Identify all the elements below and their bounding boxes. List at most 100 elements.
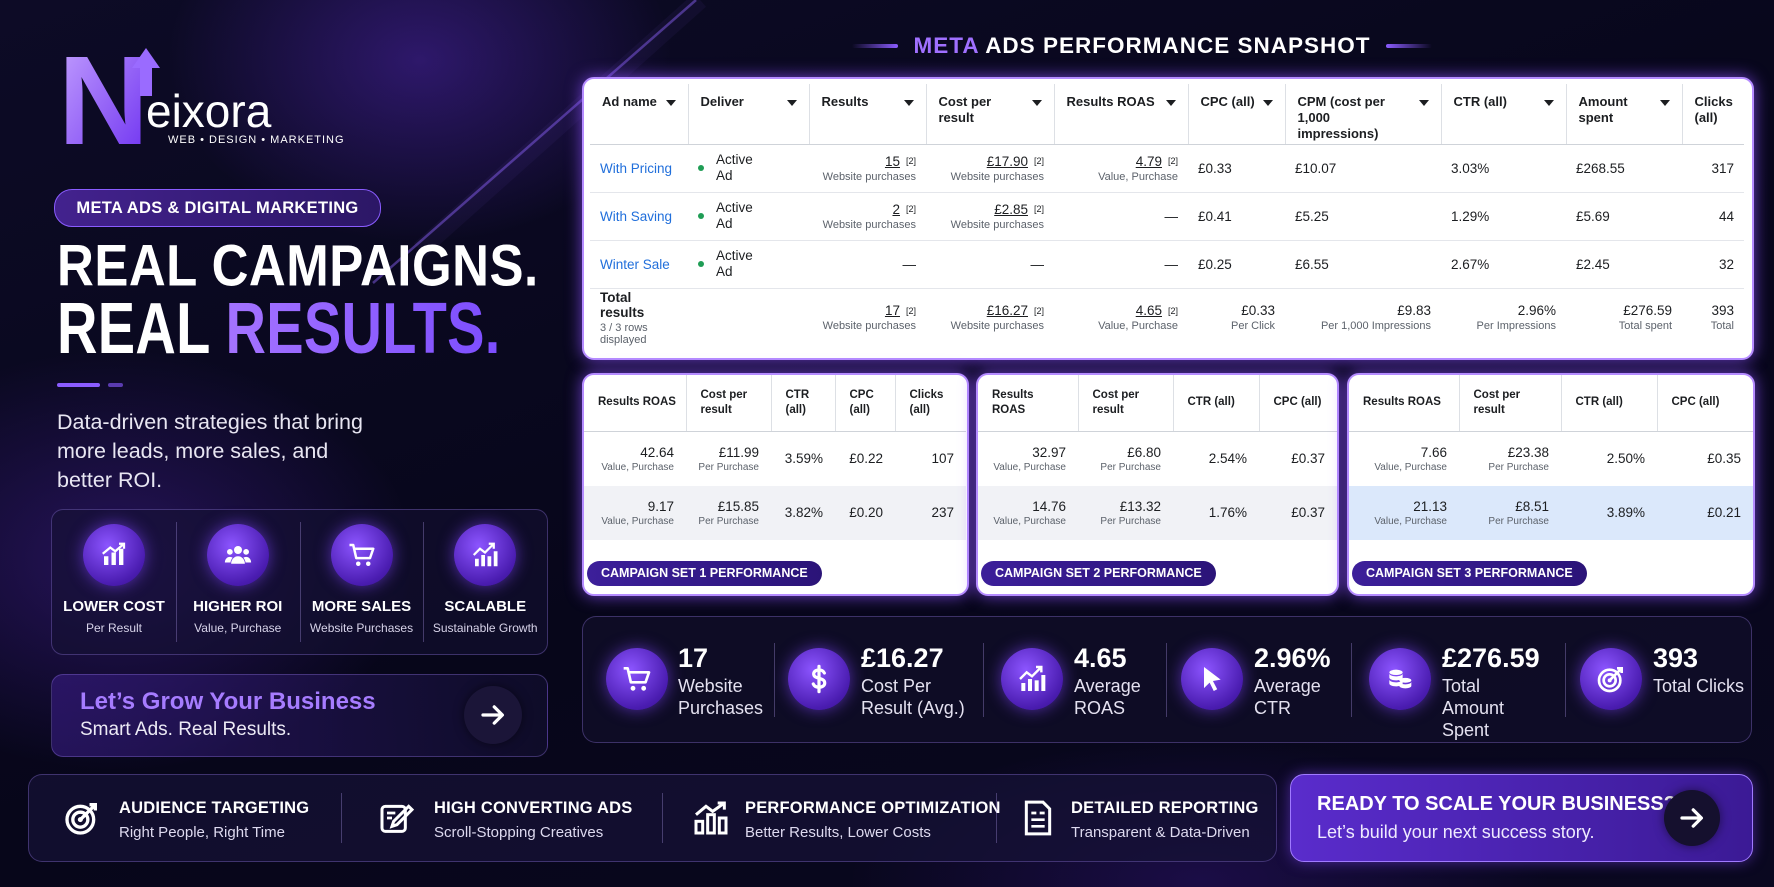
cta-button[interactable] <box>464 686 522 744</box>
table-cell: 21.13 Value, Purchase <box>1349 485 1459 540</box>
cell-text: 44 <box>1718 208 1734 224</box>
table-cell: £5.69 <box>1566 192 1682 241</box>
service-title: DETAILED REPORTING <box>1071 799 1259 817</box>
benefit: LOWER COST Per Result <box>52 510 176 654</box>
intro-text: Data-driven strategies that bring more l… <box>57 410 363 492</box>
cell-text: — <box>902 256 917 272</box>
cell-text: 1.76% <box>1208 505 1247 520</box>
cell-value: Active Ad <box>716 200 753 231</box>
kpi-label: Total Amount Spent <box>1442 676 1505 740</box>
table-cell: 3.03% <box>1441 144 1566 193</box>
cell-sub: Website purchases <box>950 320 1044 332</box>
cell-main: 42.64 <box>640 445 674 460</box>
badge: META ADS & DIGITAL MARKETING <box>54 189 381 227</box>
table-cell: — <box>1054 192 1188 241</box>
cell-sub: Per Click <box>1230 320 1275 332</box>
cta-button[interactable] <box>1664 790 1720 846</box>
underline-bar <box>108 383 123 387</box>
cell-text: 3.03% <box>1451 160 1490 176</box>
cell-text: — <box>1164 208 1179 224</box>
cell-value: 2.96% <box>1517 303 1556 318</box>
service-icon <box>691 798 731 838</box>
icon-shape <box>494 551 498 567</box>
benefit-subtitle: Per Result <box>85 621 143 635</box>
cell-sub: Value, Purchase <box>1374 515 1447 527</box>
icon-shape <box>1597 668 1622 693</box>
table-cell: £0.37 <box>1259 431 1337 486</box>
benefits-panel: LOWER COST Per Result HIGHER ROI Value, Pur… <box>51 509 548 655</box>
icon-shape <box>1608 667 1623 682</box>
table-cell: 4.79 [2] Value, Purchase <box>1054 144 1188 193</box>
cta-subtitle: Let’s build your next success story. <box>1317 822 1595 842</box>
cell-note: [2] <box>1033 204 1044 214</box>
icon-shape <box>641 685 647 691</box>
sort-icon <box>1418 100 1429 106</box>
table-cell: 2.54% <box>1173 431 1259 486</box>
icon-shape <box>380 804 407 833</box>
cell-main: £17.90 [2] <box>987 154 1044 169</box>
divider <box>423 522 425 642</box>
divider <box>299 522 301 642</box>
table-cell: £0.41 <box>1188 192 1285 241</box>
cell-main: 2.96% <box>1518 303 1556 318</box>
sort-icon <box>1659 100 1670 106</box>
table-cell: £0.33 <box>1188 144 1285 193</box>
table-cell: 3.89% <box>1561 485 1657 540</box>
table-cell: 42.64 Value, Purchase <box>584 431 686 486</box>
cell-note: [2] <box>1033 305 1044 316</box>
icon-shape <box>473 542 496 556</box>
cell-value: 21.13 <box>1413 498 1447 514</box>
header-row: Results ROAS Cost per result CTR (all) CPC … <box>584 375 966 432</box>
cell-value: 7.66 <box>1420 444 1447 460</box>
service-subtitle: Scroll-Stopping Creatives <box>434 824 604 841</box>
column-header: CPC (all) <box>1657 375 1753 432</box>
cell-main: 32.97 <box>1032 445 1066 460</box>
benefit: MORE SALES Website Purchases <box>300 510 424 654</box>
icon-shape <box>226 549 233 555</box>
headline-line2: REAL RESULTS. <box>57 291 501 365</box>
benefit-title: MORE SALES <box>311 598 412 615</box>
campaign-label: CAMPAIGN SET 2 PERFORMANCE <box>981 561 1216 586</box>
table-cell: £0.25 <box>1188 240 1285 289</box>
cell-sub: Website purchases <box>950 218 1044 231</box>
table-cell: 237 <box>895 485 966 540</box>
cell-text: With Saving <box>600 208 673 224</box>
icon-shape <box>475 558 479 567</box>
cell-text: 107 <box>931 451 954 466</box>
cell-sub: Value, Purchase <box>601 515 674 527</box>
table-cell: £5.25 <box>1285 192 1441 241</box>
table-cell: £276.59 Total spent <box>1566 287 1682 347</box>
cell-sub: Per Purchase <box>1488 461 1549 473</box>
benefit-title: LOWER COST <box>63 598 165 615</box>
column-header: Results <box>809 84 927 145</box>
table-cell: £23.38 Per Purchase <box>1459 431 1561 486</box>
table-cell: £0.35 <box>1657 431 1753 486</box>
icon-shape <box>104 556 109 565</box>
icon <box>1680 808 1703 828</box>
column-header: CTR (all) <box>1561 375 1658 432</box>
cell-text: 317 <box>1711 160 1734 176</box>
campaign-card: Results ROAS Cost per result CTR (all) CPC … <box>976 373 1339 596</box>
service-icon <box>1018 798 1058 838</box>
total-row: Total results 3 / 3 rows displayed 17 [2] We… <box>590 287 1744 347</box>
kpi-icon <box>1369 648 1431 710</box>
cell-sub: Per Purchase <box>1488 515 1549 527</box>
cell-value: 32.97 <box>1032 444 1066 460</box>
cell-text: £5.25 <box>1295 208 1329 224</box>
table-cell: 9.17 Value, Purchase <box>584 485 686 540</box>
table-cell: 17 [2] Website purchases <box>809 287 926 347</box>
cell-main: £15.85 <box>718 499 759 514</box>
benefit-icon <box>330 524 393 586</box>
column-header: CTR (all) <box>1173 375 1260 432</box>
underline-bar <box>57 383 100 387</box>
icon <box>1597 667 1623 693</box>
cell-sub: Value, Purchase <box>601 461 674 473</box>
column-header: Results ROAS <box>978 375 1079 432</box>
table-cell: Total results 3 / 3 rows displayed <box>590 287 688 347</box>
column-header: CPC (all) <box>1259 375 1337 432</box>
divider <box>1351 643 1352 717</box>
icon-shape <box>119 548 124 565</box>
cell-value: 393 <box>1711 303 1734 318</box>
table-cell: 3.59% <box>771 431 835 486</box>
icon <box>694 801 728 835</box>
